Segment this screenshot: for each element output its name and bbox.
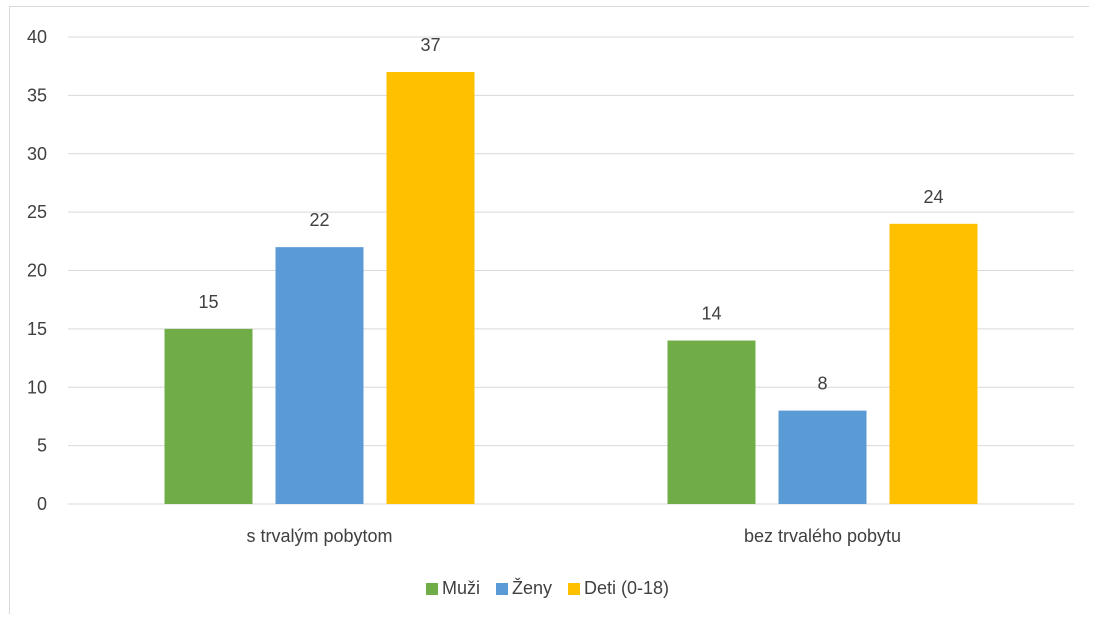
legend-label: Deti (0-18): [584, 578, 670, 598]
y-tick-label: 30: [27, 144, 47, 164]
data-label: 8: [817, 374, 827, 394]
data-label: 24: [923, 187, 943, 207]
y-tick-label: 25: [27, 202, 47, 222]
legend-label: Ženy: [511, 578, 552, 598]
x-axis-category-labels: s trvalým pobytom bez trvalého pobytu: [246, 526, 901, 546]
bar: [386, 72, 475, 505]
y-tick-label: 10: [27, 377, 47, 397]
bar: [778, 410, 867, 504]
legend-item: Muži: [425, 578, 480, 599]
chart-frame: [9, 6, 1089, 614]
legend-swatch: [495, 582, 508, 595]
legend-label: Muži: [441, 578, 480, 598]
bar: [275, 247, 364, 504]
data-label: 15: [198, 292, 218, 312]
y-tick-label: 40: [27, 27, 47, 47]
data-label: 37: [420, 35, 440, 55]
data-label: 22: [309, 210, 329, 230]
data-labels: 15 22 37 14 8 24: [198, 35, 943, 394]
y-tick-label: 15: [27, 319, 47, 339]
bar: [164, 328, 253, 504]
legend-item: Ženy: [495, 578, 552, 599]
x-category-label: s trvalým pobytom: [246, 526, 392, 546]
y-tick-label: 35: [27, 85, 47, 105]
x-category-label: bez trvalého pobytu: [744, 526, 901, 546]
legend-item: Deti (0-18): [568, 578, 669, 599]
bar: [889, 223, 978, 505]
bars: [164, 72, 978, 505]
y-tick-label: 20: [27, 261, 47, 281]
y-tick-label: 5: [37, 436, 47, 456]
legend: Muži Ženy Deti (0-18): [0, 578, 1095, 599]
y-axis-tick-labels: 0 5 10 15 20 25 30 35 40: [27, 27, 47, 514]
y-tick-label: 0: [37, 494, 47, 514]
bar: [667, 340, 756, 504]
data-label: 14: [701, 304, 721, 324]
legend-swatch: [568, 582, 580, 595]
legend-swatch: [425, 582, 438, 595]
